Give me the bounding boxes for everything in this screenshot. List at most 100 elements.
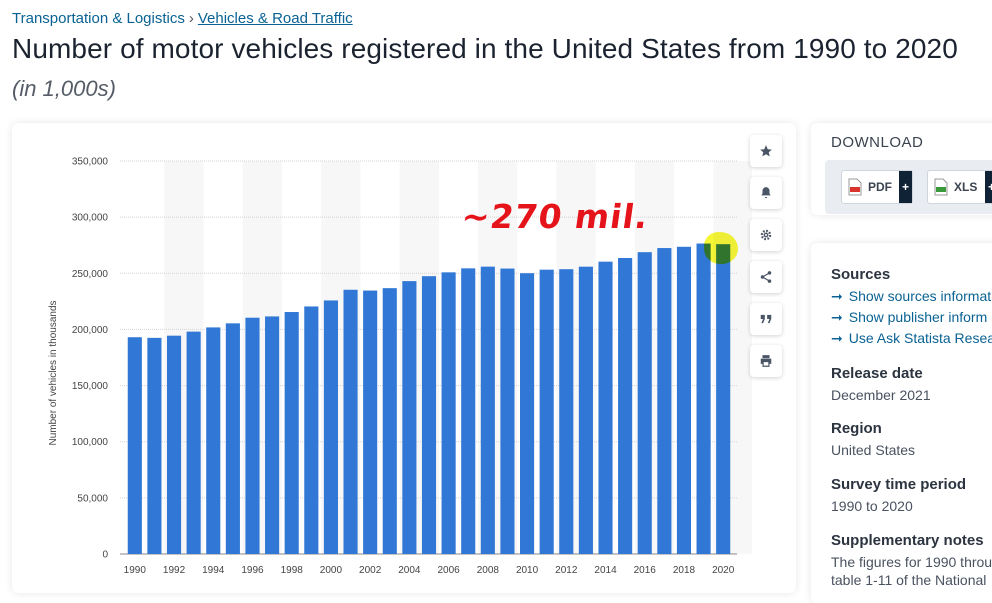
y-axis-label: Number of vehicles in thousands — [48, 300, 59, 445]
y-tick-label: 0 — [102, 550, 108, 561]
bar-2014[interactable] — [598, 261, 613, 554]
sources-heading: Sources — [831, 266, 891, 283]
pdf-file-icon — [848, 178, 862, 196]
survey-period-value: 1990 to 2020 — [831, 498, 913, 514]
show-publisher-label: Show publisher inform — [848, 309, 988, 325]
print-icon[interactable] — [750, 345, 782, 377]
y-tick-label: 50,000 — [77, 493, 108, 504]
x-tick-label: 2016 — [634, 565, 657, 576]
bar-2007[interactable] — [461, 268, 476, 554]
bell-icon[interactable] — [750, 177, 782, 209]
x-tick-label: 2014 — [594, 565, 617, 576]
bar-2003[interactable] — [382, 288, 397, 554]
show-sources-label: Show sources informat — [848, 288, 992, 304]
bar-2017[interactable] — [657, 248, 672, 554]
statistic-info-panel: Sources ➞ Show sources informat ➞ Show pub… — [811, 243, 992, 603]
bar-2010[interactable] — [520, 273, 535, 554]
bar-2004[interactable] — [402, 281, 417, 554]
bar-2000[interactable] — [323, 300, 338, 554]
bar-1993[interactable] — [186, 331, 201, 554]
page-subtitle: (in 1,000s) — [12, 76, 116, 101]
y-tick-label: 300,000 — [72, 213, 109, 224]
download-title: DOWNLOAD — [831, 134, 924, 151]
quote-icon[interactable] — [750, 303, 782, 335]
chart-toolbar — [750, 135, 784, 387]
bar-2018[interactable] — [676, 246, 692, 554]
y-tick-label: 100,000 — [72, 437, 109, 448]
bar-2016[interactable] — [637, 252, 652, 554]
x-tick-label: 1996 — [241, 565, 264, 576]
show-sources-link[interactable]: ➞ Show sources informat — [831, 288, 991, 305]
chart-card: 0 50,000 100,000 150,000 200,000 250,000 300,0… — [12, 123, 796, 593]
bar-2008[interactable] — [480, 266, 495, 554]
gear-icon[interactable] — [750, 219, 782, 251]
breadcrumb-parent-link[interactable]: Transportation & Logistics — [12, 10, 185, 27]
bar-1999[interactable] — [304, 306, 319, 554]
region-heading: Region — [831, 420, 882, 437]
release-date-value: December 2021 — [831, 387, 931, 403]
bar-2020[interactable] — [716, 244, 731, 554]
x-tick-label: 2008 — [477, 565, 500, 576]
survey-period-heading: Survey time period — [831, 476, 967, 493]
bar-1990[interactable] — [127, 337, 142, 554]
x-tick-label: 2020 — [712, 565, 735, 576]
x-tick-label: 2002 — [359, 565, 382, 576]
bar-2005[interactable] — [421, 276, 437, 554]
bar-1994[interactable] — [206, 327, 221, 554]
download-panel: DOWNLOAD PDF + XLS + — [811, 123, 992, 215]
x-tick-label: 2018 — [673, 565, 696, 576]
x-tick-label: 2006 — [437, 565, 460, 576]
arrow-right-icon: ➞ — [831, 309, 843, 325]
pdf-plus: + — [899, 171, 912, 203]
y-tick-label: 200,000 — [72, 325, 109, 336]
breadcrumb: Transportation & Logistics › Vehicles & Ro… — [12, 10, 353, 27]
xls-download-button[interactable]: XLS + — [927, 170, 992, 204]
bar-1995[interactable] — [225, 323, 240, 554]
x-tick-label: 1990 — [124, 565, 147, 576]
pdf-download-button[interactable]: PDF + — [841, 170, 913, 204]
bar-1992[interactable] — [166, 335, 182, 554]
x-tick-label: 2004 — [398, 565, 421, 576]
bar-1997[interactable] — [265, 316, 280, 554]
supplementary-notes-value: The figures for 1990 throu — [831, 554, 992, 570]
bar-2006[interactable] — [441, 272, 456, 554]
ask-statista-link[interactable]: ➞ Use Ask Statista Resea — [831, 330, 992, 347]
bar-2015[interactable] — [618, 258, 633, 554]
bar-2009[interactable] — [500, 268, 515, 554]
arrow-right-icon: ➞ — [831, 330, 843, 346]
bar-2019[interactable] — [696, 243, 711, 554]
highlighter-mark — [704, 232, 738, 264]
bar-1991[interactable] — [147, 337, 162, 554]
handwritten-annotation: ~270 mil. — [459, 197, 652, 236]
bar-2011[interactable] — [539, 269, 554, 554]
share-icon[interactable] — [750, 261, 782, 293]
y-tick-label: 150,000 — [72, 381, 109, 392]
bar-2002[interactable] — [363, 290, 378, 554]
bar-2001[interactable] — [343, 289, 358, 554]
supplementary-notes-heading: Supplementary notes — [831, 532, 984, 549]
pdf-label: PDF — [868, 180, 892, 194]
region-value: United States — [831, 442, 916, 458]
xls-plus: + — [985, 171, 992, 203]
download-tray: PDF + XLS + — [825, 160, 992, 214]
bar-1998[interactable] — [284, 312, 299, 554]
ask-statista-label: Use Ask Statista Resea — [848, 330, 992, 346]
x-tick-label: 2000 — [320, 565, 343, 576]
bar-2013[interactable] — [578, 266, 593, 554]
bar-chart: 0 50,000 100,000 150,000 200,000 250,000 300,0… — [48, 157, 752, 576]
x-tick-label: 1998 — [281, 565, 304, 576]
release-date-heading: Release date — [831, 365, 923, 382]
arrow-right-icon: ➞ — [831, 288, 843, 304]
x-tick-label: 1994 — [202, 565, 225, 576]
x-tick-label: 2012 — [555, 565, 578, 576]
x-tick-label: 1992 — [163, 565, 186, 576]
supplementary-notes-value-2: table 1-11 of the National — [831, 572, 987, 588]
bar-2012[interactable] — [559, 269, 574, 554]
y-tick-label: 350,000 — [72, 157, 109, 168]
show-publisher-link[interactable]: ➞ Show publisher inform — [831, 309, 987, 326]
page-title: Number of motor vehicles registered in t… — [12, 33, 958, 64]
breadcrumb-current-link[interactable]: Vehicles & Road Traffic — [197, 10, 353, 27]
star-icon[interactable] — [750, 135, 782, 167]
bar-1996[interactable] — [245, 317, 260, 554]
xls-label: XLS — [954, 180, 978, 194]
